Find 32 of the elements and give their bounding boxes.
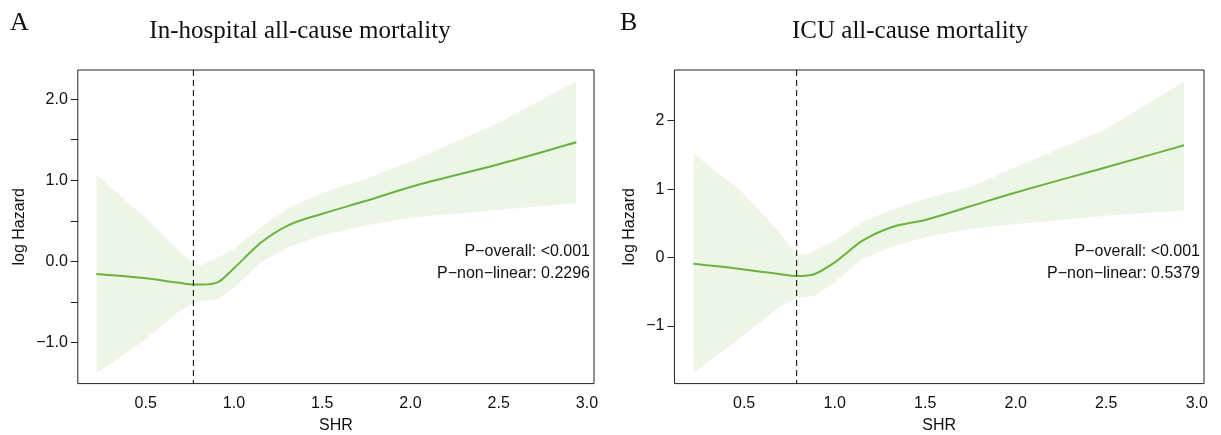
x-tick-label: 1.0	[823, 393, 846, 411]
x-tick-label: 1.0	[222, 393, 246, 411]
annotation: P−overall: <0.001	[1074, 242, 1201, 260]
y-tick-label: −1.0	[36, 333, 68, 351]
chart-title: ICU all-cause mortality	[791, 15, 1029, 43]
x-tick-label: 0.5	[134, 393, 157, 411]
x-axis-title: SHR	[319, 415, 353, 433]
y-tick-label: −1	[646, 316, 665, 334]
x-tick-label: 1.5	[311, 393, 334, 411]
annotation: P−non−linear: 0.5379	[1046, 264, 1201, 282]
x-tick-label: 2.5	[1095, 393, 1118, 411]
annotation: P−overall: <0.001	[464, 242, 591, 260]
y-tick-label: 2	[655, 111, 665, 129]
y-tick-label: 0	[655, 248, 665, 266]
x-tick-label: 1.5	[914, 393, 937, 411]
x-tick-label: 2.0	[1004, 393, 1027, 411]
y-axis-title: log Hazard	[10, 188, 28, 266]
x-tick-label: 3.0	[575, 393, 599, 411]
y-tick-label: 1	[655, 179, 665, 197]
x-tick-label: 2.5	[487, 393, 510, 411]
text: B	[620, 6, 638, 36]
y-tick-label: 0.0	[45, 252, 68, 270]
x-axis-title: SHR	[922, 415, 957, 433]
chart-title: In-hospital all-cause mortality	[149, 15, 452, 43]
x-tick-label: 2.0	[399, 393, 422, 411]
y-axis-title: log Hazard	[620, 188, 638, 266]
x-tick-label: 3.0	[1185, 393, 1208, 411]
x-tick-label: 0.5	[733, 393, 756, 411]
text: A	[10, 6, 29, 36]
y-tick-label: 2.0	[45, 89, 68, 107]
annotation: P−non−linear: 0.2296	[436, 264, 591, 282]
y-tick-label: 1.0	[45, 170, 68, 188]
